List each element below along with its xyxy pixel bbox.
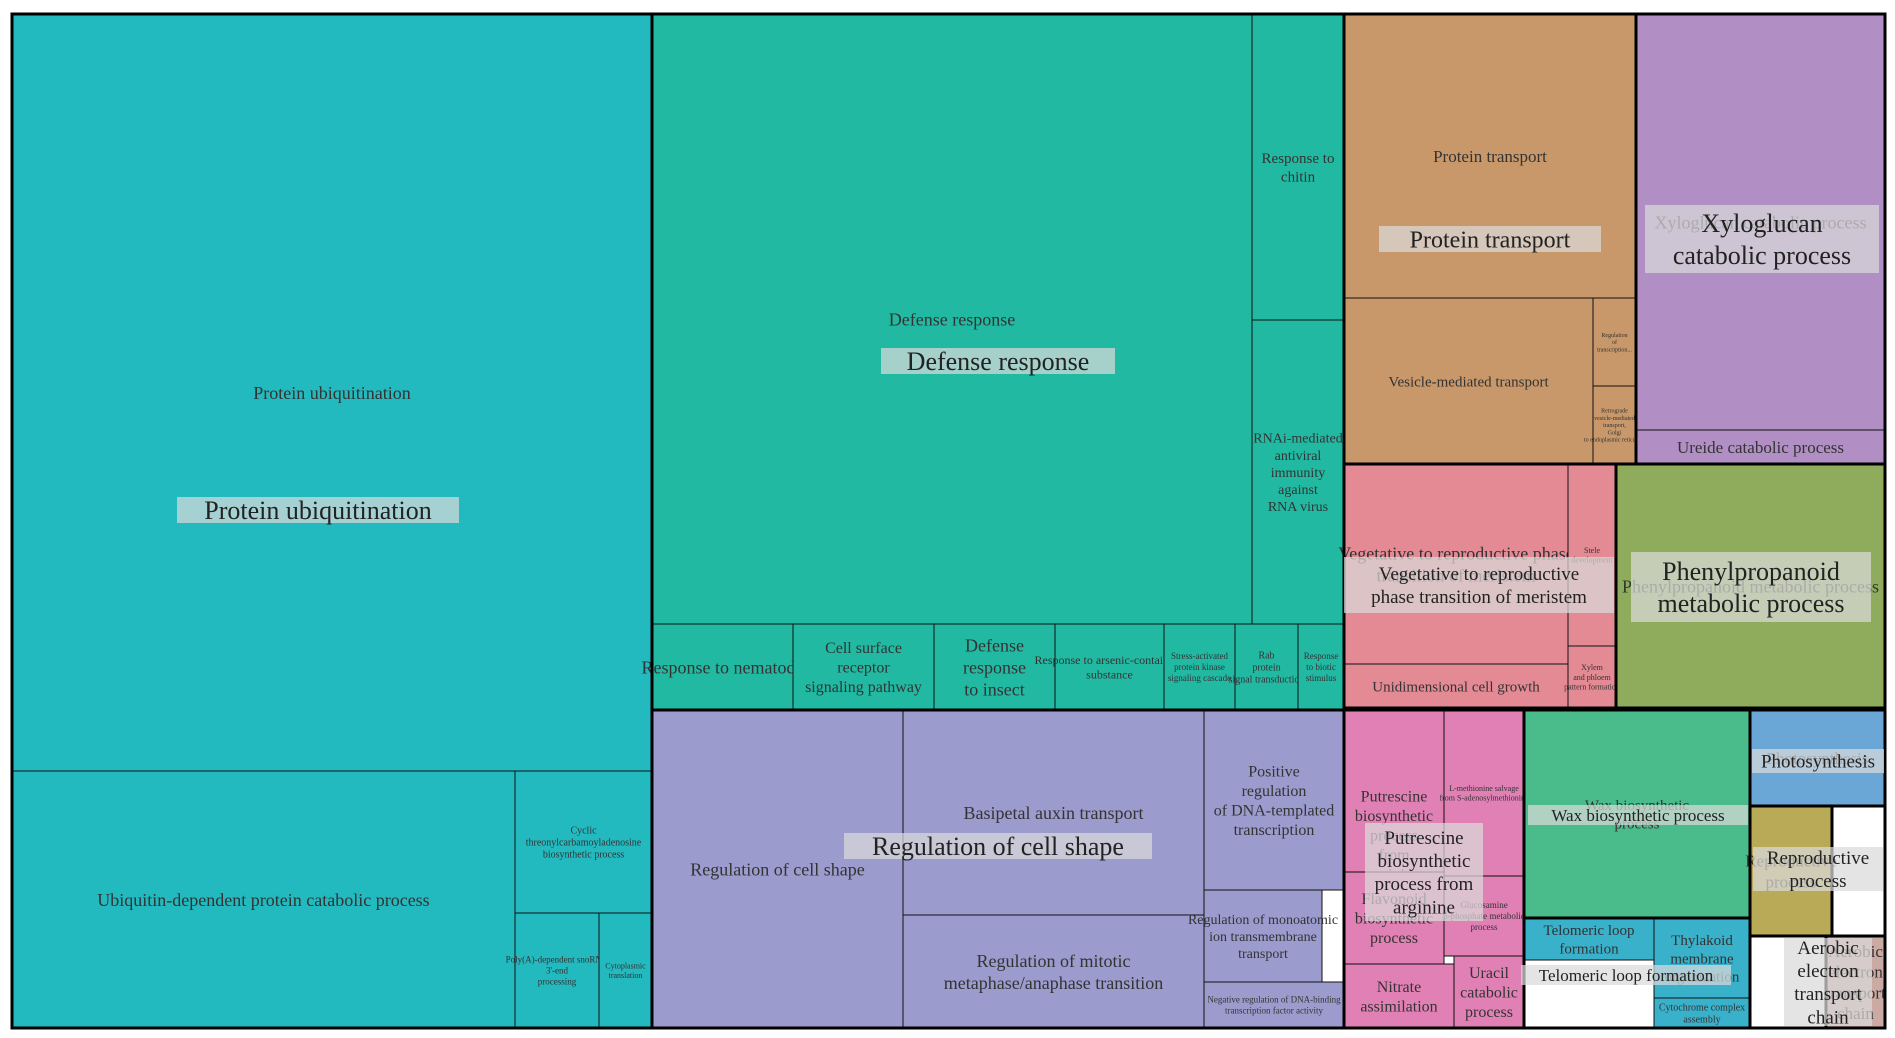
tile-label-uracil-catabolic-process: Uracil catabolic process [1460, 965, 1518, 1021]
tile-label-protein-transport: Protein transport [1433, 147, 1547, 166]
tile-label-cyclic-threonylcarbamoyladenosine-biosynthetic-process: Cyclic threonylcarbamoyladenosine biosynth… [526, 825, 642, 860]
tile-retrograde-vesicle-mediated-transport-golgi-to-endoplasmic-reticulum [1592, 385, 1637, 465]
tile-label-regulation-of-cell-shape: Regulation of cell shape [690, 859, 864, 879]
group-label-bg-reproductive-process [1753, 847, 1883, 891]
tile-positive-regulation-of-dna-templated-transcription [1203, 709, 1345, 891]
tile-label-response-to-chitin: Response to chitin [1262, 151, 1335, 185]
tile-label-negative-regulation-of-dna-binding-transcription-factor-activity: Negative regulation of DNA-binding transc… [1207, 995, 1341, 1016]
tile-response-to-biotic-stimulus [1297, 623, 1345, 711]
tile-label-response-to-nematode: Response to nematode [642, 657, 804, 677]
group-label-defense-response: Defense response [907, 347, 1090, 376]
group-label-bg-phenylpropanoid-metabolic-process [1631, 552, 1871, 622]
tile-protein-ubiquitination [11, 13, 653, 772]
group-label-bg-defense-response [881, 348, 1115, 374]
group-label-bg-wax-biosynthetic-process [1528, 805, 1748, 825]
tile-regulation-of-cell-shape [651, 709, 904, 1029]
tile-telomeric-loop-formation [1523, 917, 1655, 961]
tile-label-regulation-of-monoatomic-ion-transmembrane-transport: Regulation of monoatomic ion transmembran… [1188, 913, 1338, 962]
tile-label-defense-response: Defense response [889, 309, 1015, 329]
tile-label-rab-protein-signal-transduction: Rab protein signal transduction [1229, 650, 1305, 685]
group-label-protein-ubiquitination: Protein ubiquitination [204, 496, 432, 525]
group-label-bg-protein-transport [1379, 226, 1601, 252]
tile-label-defense-response-to-insect: Defense response to insect [963, 635, 1026, 699]
group-label-phenylpropanoid-metabolic-process: Phenylpropanoid metabolic process [1658, 557, 1845, 618]
tile-label-cytoplasmic-translation: Cytoplasmic translation [605, 961, 646, 980]
group-label-telomeric-loop-formation: Telomeric loop formation [1539, 966, 1714, 985]
tile-label-response-to-arsenic-containing-substance: Response to arsenic-containing substance [1035, 653, 1185, 682]
tile-label-nitrate-assimilation: Nitrate assimilation [1360, 979, 1437, 1016]
tile-label-retrograde-vesicle-mediated-transport-golgi-to-endoplasmic-reticulum: Retrograde vesicle-mediated transport, Golg… [1584, 408, 1645, 443]
group-label-xyloglucan-catabolic-process: Xyloglucan catabolic process [1673, 209, 1851, 270]
tile-label-glucosamine-6-phosphate-metabolic-process: Glucosamine 6-phosphate metabolic process [1443, 900, 1525, 932]
tile-regulation-of-mitotic-metaphase-anaphase-transition [902, 914, 1205, 1029]
tile-response-to-chitin [1251, 13, 1345, 321]
tile-label-response-to-biotic-stimulus: Response to biotic stimulus [1304, 651, 1339, 683]
tile-label-ureide-catabolic-process: Ureide catabolic process [1677, 438, 1844, 457]
group-label-aerobic-electron-transport-chain: Aerobic electron transport chain [1794, 938, 1862, 1029]
group-label-photosynthesis: Photosynthesis [1761, 752, 1875, 773]
tile-stress-activated-protein-kinase-signaling-cascade [1163, 623, 1236, 711]
group-label-bg-vegetative-to-reproductive-phase-transition-of-meristem [1344, 557, 1614, 613]
group-label-bg-telomeric-loop-formation [1521, 965, 1731, 985]
treemap-frame [10, 12, 1887, 1030]
group-label-reproductive-process: Reproductive process [1767, 848, 1869, 892]
tile-label-basipetal-auxin-transport: Basipetal auxin transport [964, 803, 1144, 823]
tile-defense-response [651, 13, 1253, 625]
tile-label-unidimensional-cell-growth: Unidimensional cell growth [1372, 679, 1540, 695]
tile-label-regulation-of-transcription: Regulation of transcription... [1597, 333, 1632, 354]
group-label-wax-biosynthetic-process: Wax biosynthetic process [1551, 806, 1724, 825]
tile-xylem-and-phloem-pattern-formation [1567, 645, 1617, 709]
tile-regulation-of-transcription [1592, 297, 1637, 387]
tile-defense-response-to-insect [933, 623, 1056, 711]
group-label-vegetative-to-reproductive-phase-transition-of-meristem: Vegetative to reproductive phase transiti… [1371, 564, 1587, 608]
group-label-bg-xyloglucan-catabolic-process [1645, 205, 1879, 273]
tile-cytochrome-complex-assembly [1653, 997, 1751, 1029]
tile-label-cell-surface-receptor-signaling-pathway: Cell surface receptor signaling pathway [805, 640, 922, 696]
tile-regulation-of-monoatomic-ion-transmembrane-transport [1203, 889, 1323, 983]
group-label-bg-protein-ubiquitination [177, 497, 459, 523]
tile-label-stress-activated-protein-kinase-signaling-cascade: Stress-activated protein kinase signaling … [1168, 651, 1231, 683]
tile-ureide-catabolic-process [1635, 429, 1886, 465]
tile-label-telomeric-loop-formation: Telomeric loop formation [1543, 923, 1634, 957]
group-label-bg-photosynthesis [1752, 749, 1884, 773]
group-label-bg-regulation-of-cell-shape [844, 833, 1152, 859]
group-label-putrescine-biosynthetic-process-from-arginine: Putrescine biosynthetic process from argini… [1375, 828, 1474, 919]
tile-label-l-methionine-salvage-from-s-adenosylmethionine: L-methionine salvage from S-adenosylmethi… [1439, 784, 1529, 803]
tile-label-regulation-of-mitotic-metaphase-anaphase-transition: Regulation of mitotic metaphase/anaphase … [944, 951, 1163, 993]
tile-label-rnai-mediated-antiviral-immunity-against-rna-virus: RNAi-mediated antiviral immunity against RNA… [1253, 432, 1342, 515]
tile-rnai-mediated-antiviral-immunity-against-rna-virus [1251, 319, 1345, 625]
tile-rab-protein-signal-transduction [1234, 623, 1299, 711]
tile-vesicle-mediated-transport [1343, 297, 1594, 465]
tile-label-xylem-and-phloem-pattern-formation: Xylem and phloem pattern formation [1564, 663, 1620, 692]
tile-basipetal-auxin-transport [902, 709, 1205, 916]
tile-response-to-arsenic-containing-substance [1054, 623, 1165, 711]
group-label-protein-transport: Protein transport [1410, 227, 1571, 253]
tile-label-ubiquitin-dependent-protein-catabolic-process: Ubiquitin-dependent protein catabolic pr… [97, 890, 429, 910]
group-label-bg-aerobic-electron-transport-chain [1784, 938, 1872, 1026]
group-label-bg-putrescine-biosynthetic-process-from-arginine [1365, 823, 1483, 921]
tile-cyclic-threonylcarbamoyladenosine-biosynthetic-process [514, 770, 653, 914]
tile-label-poly-a-dependent-snorna-3-end-processing: Poly(A)-dependent snoRNA 3'-end processing [506, 955, 609, 987]
group-label-regulation-of-cell-shape: Regulation of cell shape [872, 832, 1124, 861]
tile-label-vesicle-mediated-transport: Vesicle-mediated transport [1388, 374, 1549, 390]
tile-label-cytochrome-complex-assembly: Cytochrome complex assembly [1659, 1002, 1745, 1025]
tile-label-positive-regulation-of-dna-templated-transcription: Positive regulation of DNA-templated transc… [1214, 763, 1334, 839]
tile-nitrate-assimilation [1343, 963, 1455, 1029]
tile-label-protein-ubiquitination: Protein ubiquitination [253, 383, 411, 403]
tile-ubiquitin-dependent-protein-catabolic-process [11, 770, 516, 1029]
tile-response-to-nematode [651, 623, 794, 711]
